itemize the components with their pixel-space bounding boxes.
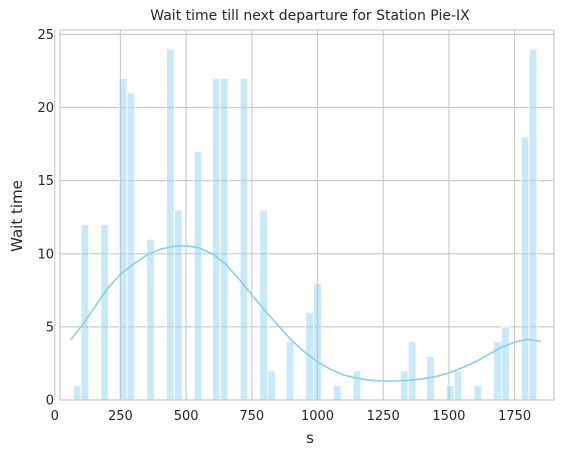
histogram-bar (313, 282, 322, 401)
histogram-bar (100, 224, 110, 401)
x-axis-label: s (306, 429, 314, 447)
histogram-bar (520, 136, 530, 401)
histogram-bar (528, 48, 538, 401)
histogram-bar (399, 370, 409, 401)
histogram-bar (352, 370, 362, 401)
kde-line (69, 244, 542, 382)
histogram-bar (219, 77, 229, 401)
x-tick-label: 750 (239, 409, 264, 424)
x-tick-label: 250 (108, 409, 133, 424)
x-tick-label: 1250 (367, 409, 400, 424)
histogram-bar (500, 326, 510, 401)
y-tick-label: 15 (37, 174, 54, 189)
histogram-bar (332, 384, 342, 401)
plot-frame (59, 29, 555, 401)
histogram-bar (146, 238, 156, 401)
y-axis-label: Wait time (8, 180, 26, 252)
y-tick-label: 20 (37, 101, 54, 116)
y-tick-label: 5 (46, 320, 54, 335)
y-tick-label: 0 (46, 394, 54, 409)
histogram-bar (267, 370, 276, 401)
histogram-bar (453, 370, 463, 401)
y-tick-label: 10 (37, 247, 54, 262)
plot-area: 0 250 500 750 1000 1250 1500 1750 0 5 10 15 20 25 (37, 28, 555, 424)
x-tick-label: 1500 (432, 409, 465, 424)
x-tick-label: 1750 (498, 409, 531, 424)
histogram-bar (239, 77, 249, 401)
x-tick-label: 500 (174, 409, 199, 424)
histogram-bar (80, 224, 90, 401)
histogram-bar (285, 341, 295, 401)
y-tick-label: 25 (37, 28, 54, 43)
x-tick-label: 1000 (301, 409, 334, 424)
histogram-bar (118, 77, 128, 401)
histogram-bar (126, 92, 136, 401)
x-tick-label: 0 (51, 409, 59, 424)
chart-title: Wait time till next departure for Statio… (150, 8, 470, 24)
histogram-bar (407, 341, 417, 401)
histogram-bar (211, 77, 221, 401)
histogram-bar (445, 384, 455, 401)
histogram-bar (173, 209, 183, 401)
histogram-bar (165, 48, 175, 401)
histogram-bar (193, 150, 203, 401)
histogram-bar (473, 384, 483, 401)
histogram-bar (72, 384, 82, 401)
